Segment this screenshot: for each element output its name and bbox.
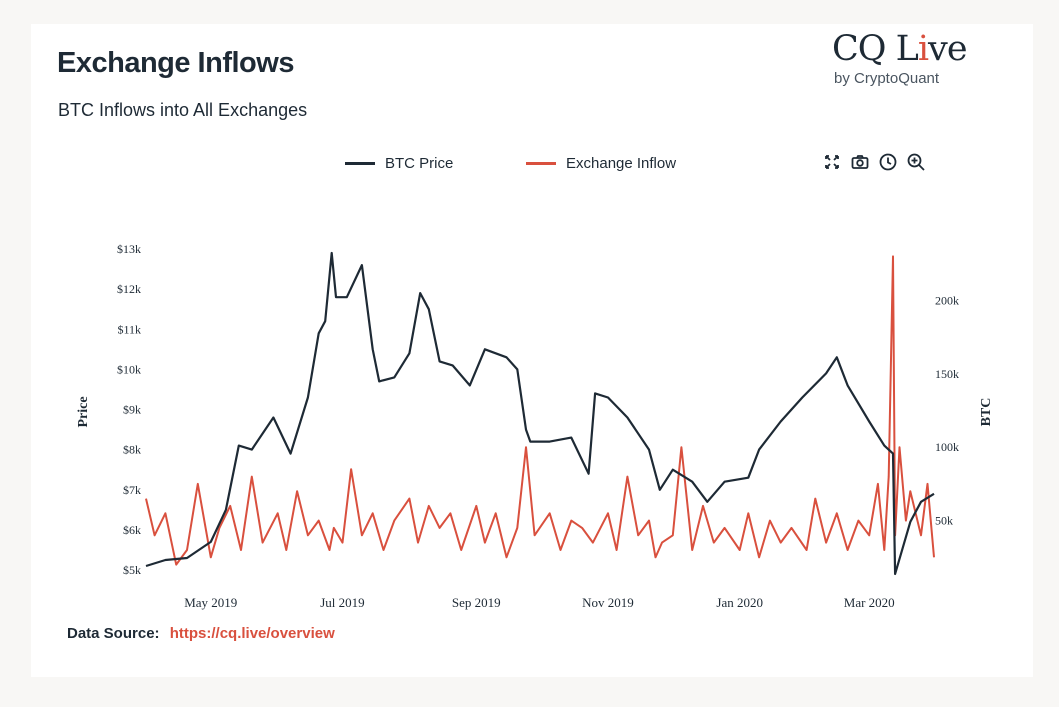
y-left-tick-label: $6k [123,523,141,537]
y-right-tick-label: 200k [935,293,959,307]
series-layer [145,251,935,576]
legend-label-inflow: Exchange Inflow [566,155,677,172]
series-line-btc-price[interactable] [145,251,935,576]
x-tick-label: Nov 2019 [582,595,634,610]
data-source-label: Data Source: [67,625,160,642]
logo-tagline: by CryptoQuant [834,70,940,87]
x-tick-label: Mar 2020 [844,595,895,610]
data-source: Data Source: https://cq.live/overview [67,625,335,642]
chart-toolbar [822,152,926,172]
y-left-tick-label: $11k [117,322,141,336]
legend-item-btc-price[interactable]: BTC Price [345,155,453,172]
camera-icon[interactable] [850,152,870,172]
y-left-tick-label: $5k [123,563,141,577]
y-left-tick-label: $10k [117,362,141,376]
x-tick-label: Jul 2019 [320,595,364,610]
y-right-tick-label: 50k [935,514,953,528]
y-right-tick-label: 150k [935,367,959,381]
x-tick-label: May 2019 [184,595,237,610]
y-right-axis: 50k 100k 150k 200k [935,293,959,527]
legend-item-exchange-inflow[interactable]: Exchange Inflow [526,155,676,172]
page-title: Exchange Inflows [57,47,294,79]
legend-swatch-inflow [526,162,556,165]
expand-icon[interactable] [822,152,842,172]
clock-icon[interactable] [878,152,898,172]
logo-wordmark: CQ Live [832,29,968,69]
series-line-exchange-inflow[interactable] [145,255,935,566]
x-tick-label: Sep 2019 [452,595,501,610]
x-tick-label: Jan 2020 [716,595,763,610]
legend-label-price: BTC Price [385,155,454,172]
legend-swatch-price [345,162,375,165]
y-right-tick-label: 100k [935,440,959,454]
chart-card [31,24,1033,677]
data-source-link[interactable]: https://cq.live/overview [169,625,335,642]
x-axis: May 2019 Jul 2019 Sep 2019 Nov 2019 Jan 2020… [184,595,894,610]
y-left-tick-label: $8k [123,443,141,457]
y-left-tick-label: $9k [123,403,141,417]
zoom-in-icon[interactable] [906,152,926,172]
cq-live-logo[interactable]: CQ Live by CryptoQuant [832,29,968,87]
y-left-tick-label: $13k [117,242,141,256]
y-right-axis-label: BTC [979,398,994,427]
page-subtitle: BTC Inflows into All Exchanges [58,100,308,120]
y-left-axis-label: Price [76,396,91,427]
y-left-tick-label: $7k [123,483,141,497]
y-left-axis: $5k $6k $7k $8k $9k $10k $11k $12k $13k [117,242,141,577]
y-left-tick-label: $12k [117,282,141,296]
